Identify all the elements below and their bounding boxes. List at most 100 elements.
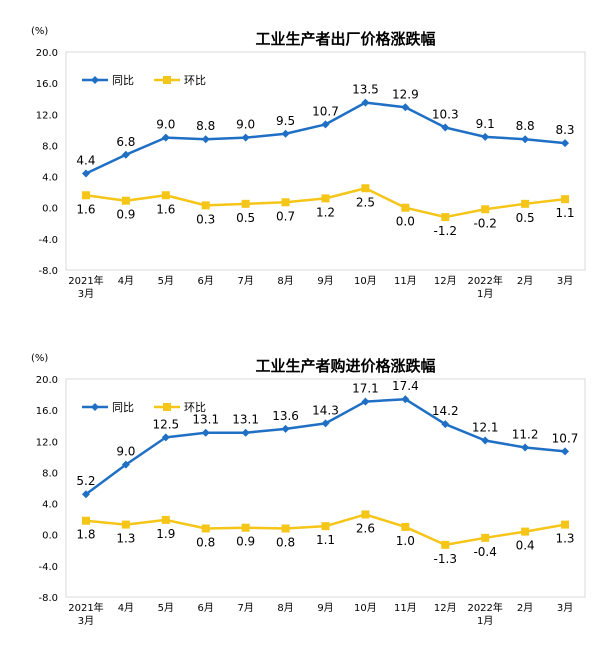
chart1-x-tick-label-line: 2月 [517,602,533,614]
chart1-x-tick-label-line: 10月 [354,602,377,614]
chart0-legend-swatch-marker [163,76,171,84]
chart1-series-1-data-label: 1.0 [396,534,415,548]
chart0-series-0-point [81,169,90,178]
chart1-series-1-point [441,540,450,549]
chart0-series-1-data-label: -0.2 [473,216,496,230]
chart1-legend-label: 环比 [184,401,206,414]
chart1-series-1-point [361,510,370,519]
chart0-series-0-data-label: 4.4 [76,153,95,167]
chart1-series-0-data-label: 14.3 [312,403,339,417]
chart0-series-1-point [281,198,290,207]
chart0-series-0-point [121,150,130,159]
chart0-x-tick-label-line: 8月 [277,275,293,287]
chart0-series-0-point [201,135,210,144]
chart1-series-0-point [201,428,210,437]
chart0-x-tick-label: 2022年 1月 [467,274,502,300]
chart1-x-tick-label: 2022年 1月 [467,601,502,627]
chart1-series-0-data-label: 9.0 [116,445,135,459]
chart0-x-tick-label: 11月 [394,275,417,287]
chart0-series-0-point [521,135,530,144]
chart1-series-1-point [521,527,530,536]
chart1-series-0-point [321,419,330,428]
chart1-series-1-point [201,524,210,533]
chart1-x-tick-label-line: 3月 [78,615,94,627]
chart1-series-0-point [441,420,450,429]
chart0-x-tick-label-line: 1月 [477,288,493,300]
chart1-y-tick-label: 4.0 [42,500,58,511]
chart1-series-0-point [121,460,130,469]
chart0-legend-swatch-marker [91,76,99,84]
chart0-x-tick-label: 10月 [354,275,377,287]
chart1-series-0-point [521,443,530,452]
chart0-series-1-point [521,199,530,208]
chart0-series-1-data-label: 1.6 [156,202,175,216]
chart1-series-0-data-label: 5.2 [76,474,95,488]
chart1-y-tick-label: 8.0 [42,468,58,479]
chart1-series-1-data-label: 1.3 [555,532,574,546]
chart0-x-tick-label: 2021年 3月 [68,274,103,300]
chart0-series-0-data-label: 8.8 [516,119,535,133]
chart1-x-tick-label: 12月 [434,602,457,614]
ppi-output-chart: 工业生产者出厂价格涨跌幅 (%) 20.0 16.0 12.0 8.0 4.0 0.0 -4.0… [0,0,614,326]
chart0-series-0-data-label: 8.3 [555,123,574,137]
chart1-series-1-data-label: 2.6 [356,521,375,535]
chart0-series-1-data-label: 1.1 [555,206,574,220]
chart0-series-0-point [561,139,570,148]
chart1-x-tick-label-line: 3月 [557,602,573,614]
chart1-series-0-point [361,397,370,406]
chart1-series-1-point [561,520,570,529]
chart1-series-1-point [481,533,490,542]
chart1-x-tick-label-line: 8月 [277,602,293,614]
chart0-x-tick-label-line: 12月 [434,275,457,287]
chart1-legend-swatch-marker [163,403,171,411]
chart0-x-tick-label-line: 6月 [198,275,214,287]
chart1-series-1-data-label: 1.9 [156,527,175,541]
chart1-series-0-point [281,424,290,433]
chart0-series-1-point [161,191,170,200]
chart1-title: 工业生产者购进价格涨跌幅 [255,357,435,375]
chart0-x-tick-label: 9月 [317,275,333,287]
chart0-series-0-data-label: 13.5 [352,83,379,97]
chart1-x-tick-label-line: 11月 [394,602,417,614]
chart0-x-tick-label-line: 2月 [517,275,533,287]
chart0-series-1-data-label: 0.5 [516,211,535,225]
chart1-x-tick-label: 2021年 3月 [68,601,103,627]
chart1-x-tick-label: 11月 [394,602,417,614]
chart0-unit-label: (%) [31,26,48,37]
chart1-series-0-point [481,436,490,445]
chart0-series-0-data-label: 6.8 [116,135,135,149]
chart1-unit-label: (%) [31,353,48,364]
chart1-series-1-point [321,522,330,531]
chart0-series-1-data-label: 0.7 [276,209,295,223]
chart0-x-tick-label: 2月 [517,275,533,287]
chart1-series-1-data-label: 0.9 [236,535,255,549]
chart1-series-0-data-label: 17.4 [392,379,419,393]
chart1-x-tick-label-line: 2021年 [68,601,103,614]
chart0-series-1-point [441,213,450,222]
chart0-series-1-point [361,184,370,193]
chart1-y-tick-label: 16.0 [36,406,58,417]
chart0-series-1-point [321,194,330,203]
chart1-x-tick-label-line: 6月 [198,602,214,614]
chart0-series-1-data-label: 0.5 [236,211,255,225]
chart1-series-0-data-label: 13.1 [232,413,259,427]
chart1-x-tick-label: 10月 [354,602,377,614]
chart1-x-tick-label: 7月 [237,602,253,614]
chart0-x-tick-label-line: 11月 [394,275,417,287]
chart1-series-0-data-label: 13.1 [192,413,219,427]
chart0-series-1-data-label: 0.9 [116,208,135,222]
chart0-series-0-data-label: 8.8 [196,119,215,133]
chart1-x-tick-label: 2月 [517,602,533,614]
chart1-series-0-point [161,433,170,442]
chart1-x-tick-label: 3月 [557,602,573,614]
chart0-series-1-data-label: 1.2 [316,205,335,219]
chart0-series-0-point [361,98,370,107]
chart0-series-0-data-label: 12.9 [392,87,419,101]
chart0-series-0-point [441,123,450,132]
chart0-y-tick-label: 0.0 [42,204,58,215]
chart1-series-0-point [401,395,410,404]
chart1-series-1-data-label: 0.4 [516,539,535,553]
chart0-y-tick-label: 12.0 [36,110,58,121]
chart0-x-tick-label-line: 3月 [557,275,573,287]
chart1-series-0-data-label: 10.7 [552,431,579,445]
